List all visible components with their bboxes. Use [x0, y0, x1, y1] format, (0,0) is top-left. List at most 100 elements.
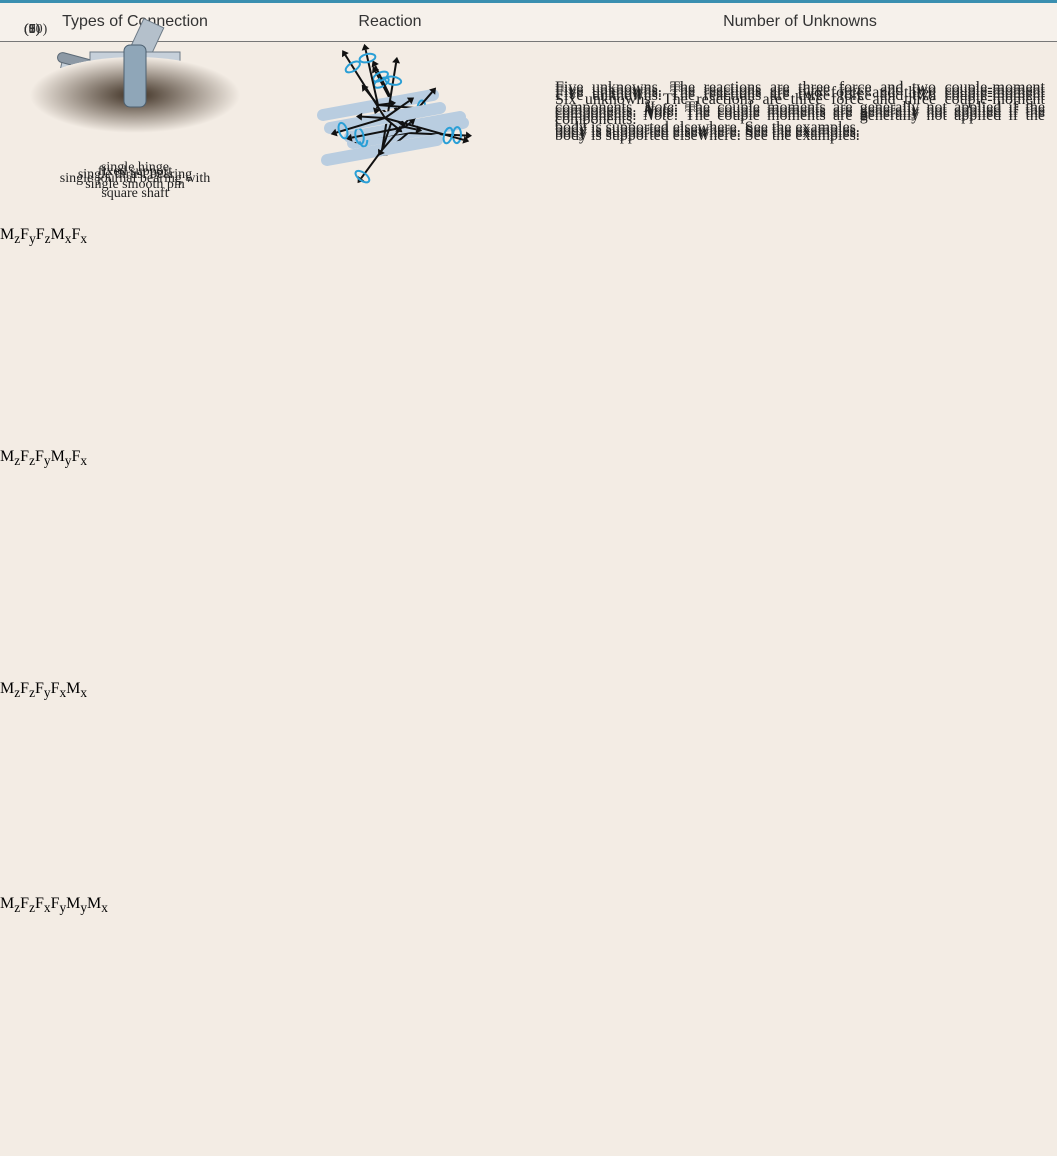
reaction-subscript: z — [29, 900, 35, 916]
description-text: Five unknowns. The reactions are three f… — [555, 87, 1045, 124]
reaction-subscript: z — [14, 900, 21, 916]
reaction-label: Fx — [51, 680, 67, 701]
reaction-label: Fz — [20, 895, 35, 916]
item-number: (9) — [24, 22, 41, 37]
table-row: MzFyFzMxFx (7) single thrust bearing Five u… — [0, 22, 1057, 448]
reaction-subscript: y — [80, 900, 88, 916]
reaction-label: Mx — [87, 895, 108, 916]
description-text: Five unknowns. The reactions are two for… — [555, 84, 1045, 121]
post — [123, 44, 147, 108]
reaction-symbol: F — [35, 226, 45, 243]
description-text: : The couple moments are generally not a… — [555, 98, 1045, 136]
reaction-label: Fx — [71, 226, 87, 246]
arrow-head — [406, 97, 415, 105]
reaction-subscript: z — [14, 453, 21, 469]
reaction-symbol: M — [50, 448, 65, 465]
arrow-head — [342, 50, 349, 58]
connection-label: single smooth pin — [85, 177, 185, 192]
note-label: Note — [643, 98, 674, 116]
reaction-subscript: x — [80, 685, 88, 701]
arrow-head — [392, 56, 401, 64]
connection-label: fixed support — [97, 164, 173, 179]
reaction-symbol: F — [34, 895, 44, 912]
moment-loop — [442, 126, 454, 145]
column-header: Types of Connection — [62, 13, 208, 30]
reaction-arrow — [351, 126, 406, 139]
description-text: Six unknowns. The reactions are three fo… — [555, 90, 1045, 128]
arrow-head — [371, 60, 379, 68]
reaction-label: Fz — [20, 680, 35, 701]
column-header: Reaction — [358, 13, 422, 30]
arrow-head — [361, 43, 370, 51]
reaction-symbol: M — [0, 448, 15, 465]
reaction-subscript: x — [64, 231, 72, 247]
reaction-symbol: F — [20, 895, 30, 912]
arrow-head — [373, 107, 381, 115]
reaction-arrow — [361, 115, 386, 119]
description: Five unknowns. The reactions are three f… — [555, 78, 1045, 138]
reaction-label: Fz — [35, 226, 51, 247]
arrow-head — [395, 125, 403, 133]
moment-loop — [384, 75, 403, 86]
table-row: MzFzFxFyMyMx (10) fixed support Six unknown… — [0, 22, 1057, 1114]
connection-label: single thrust bearing — [77, 167, 193, 182]
reaction-symbol: F — [71, 226, 81, 243]
reaction-symbol: M — [87, 895, 102, 912]
item-number: (10) — [24, 22, 48, 37]
reaction-label: My — [66, 895, 88, 916]
reaction-label: Fy — [34, 448, 51, 469]
moment-loop — [354, 169, 371, 184]
reaction-subscript: z — [14, 231, 21, 247]
reaction-subscript: x — [59, 685, 67, 701]
arrow-head — [429, 87, 437, 95]
reaction-arrow — [384, 117, 399, 130]
reaction-symbol: F — [71, 448, 81, 465]
reaction-symbol: M — [0, 226, 15, 243]
reaction-subscript: z — [14, 685, 21, 701]
reaction-label: Fz — [20, 448, 35, 469]
reaction-arrow — [404, 126, 417, 131]
reaction-subscript: y — [43, 453, 51, 469]
note-label: Note — [643, 107, 674, 124]
reaction-symbol: M — [50, 226, 65, 243]
arrow-head — [372, 66, 380, 74]
reaction-arrow — [384, 100, 410, 119]
note-label: Note — [643, 102, 674, 119]
reaction-subscript: y — [64, 453, 72, 469]
reaction-subscript: z — [29, 685, 35, 701]
arrow-head — [330, 128, 338, 137]
note-label: Note — [643, 104, 674, 121]
reaction-symbol: F — [20, 448, 30, 465]
reaction-symbol: M — [0, 680, 15, 697]
description: Five unknowns. The reactions are three f… — [555, 81, 1045, 141]
reaction-label: Mx — [50, 226, 72, 247]
reaction-label: Fy — [51, 895, 67, 915]
description: Five unknowns. The reactions are three f… — [555, 86, 1045, 146]
arrow-head — [465, 131, 473, 140]
reaction-subscript: x — [101, 900, 108, 916]
description-text: : The couple moments are generally not a… — [555, 107, 1045, 144]
moment-loop — [337, 121, 349, 140]
reaction-subscript: y — [43, 685, 51, 701]
reaction-label: Mx — [66, 680, 88, 701]
top-rule — [0, 0, 1057, 3]
reaction-symbol: M — [0, 895, 15, 912]
reaction-subscript: z — [44, 231, 51, 247]
reaction-label: Mz — [0, 680, 21, 701]
reaction-arrow — [364, 49, 379, 106]
arrow-head — [345, 133, 353, 142]
reaction-label: Fy — [20, 226, 36, 246]
reaction-subscript: z — [29, 453, 35, 469]
reaction-symbol: M — [66, 680, 81, 697]
table-header: Types of Connection Reaction Number of Unk… — [0, 3, 1057, 42]
item-number: (8) — [24, 22, 41, 37]
connection-label: single journal bearing with square shaft — [59, 171, 211, 201]
description-text: Five unknowns. The reactions are three f… — [555, 78, 1045, 116]
column-header: Number of Unknowns — [723, 13, 877, 30]
description: Six unknowns. The reactions are three fo… — [555, 90, 1045, 130]
item-number: (7) — [24, 22, 41, 37]
reaction-symbol: F — [34, 448, 44, 465]
description-text: Five unknowns. The reactions are three f… — [555, 82, 1045, 119]
arrow-head — [355, 112, 363, 121]
